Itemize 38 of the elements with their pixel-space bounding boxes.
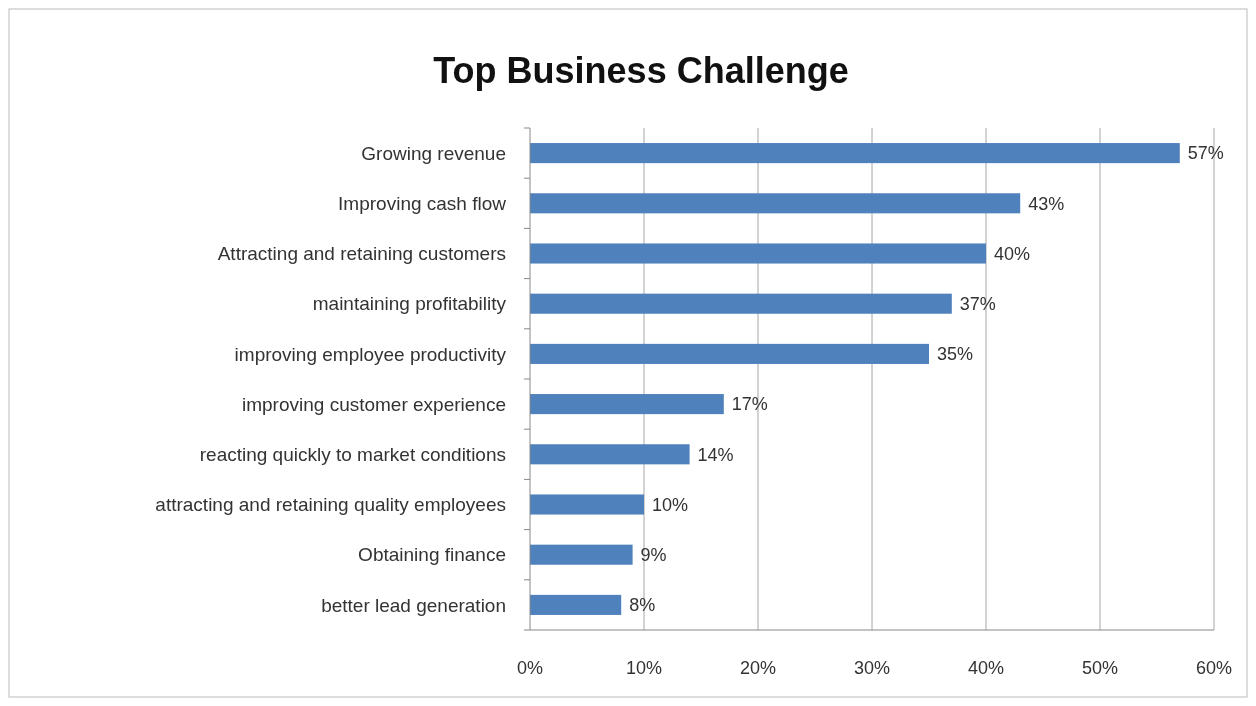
y-tick-label: Improving cash flow bbox=[338, 192, 507, 214]
x-tick-label: 30% bbox=[853, 658, 891, 678]
bar bbox=[530, 494, 644, 515]
bar bbox=[530, 193, 1021, 214]
bar bbox=[530, 143, 1180, 164]
y-tick-label: reacting quickly to market conditions bbox=[199, 443, 506, 465]
data-label: 8% bbox=[629, 595, 656, 616]
x-tick-label: 20% bbox=[739, 658, 777, 678]
bar bbox=[530, 243, 986, 264]
x-tick-label: 0% bbox=[516, 658, 544, 678]
data-label: 57% bbox=[1187, 143, 1224, 164]
bar bbox=[530, 394, 724, 415]
y-tick-label: better lead generation bbox=[321, 594, 506, 616]
bar bbox=[530, 293, 952, 314]
y-tick-label: Attracting and retaining customers bbox=[217, 243, 506, 265]
data-label: 9% bbox=[640, 545, 667, 565]
data-label: 43% bbox=[1028, 193, 1065, 214]
data-label: 14% bbox=[697, 444, 734, 465]
y-tick-label: Obtaining finance bbox=[358, 544, 506, 566]
data-label: 17% bbox=[731, 394, 768, 415]
y-tick-label: maintaining profitability bbox=[312, 293, 507, 315]
bar bbox=[530, 444, 690, 465]
x-tick-label: 60% bbox=[1195, 658, 1233, 678]
x-tick-label: 50% bbox=[1081, 658, 1119, 678]
y-tick-label: improving customer experience bbox=[241, 393, 506, 415]
data-label: 35% bbox=[937, 344, 974, 365]
x-tick-label: 40% bbox=[967, 658, 1005, 678]
data-label: 40% bbox=[994, 243, 1031, 264]
bar bbox=[530, 343, 929, 364]
y-tick-label: attracting and retaining quality employees bbox=[155, 494, 506, 516]
x-tick-label: 10% bbox=[625, 658, 663, 678]
bar bbox=[530, 544, 633, 565]
data-label: 37% bbox=[959, 294, 996, 314]
bar bbox=[530, 594, 622, 615]
chart-title: Top Business Challenge bbox=[433, 50, 849, 91]
y-tick-label: Growing revenue bbox=[361, 142, 506, 164]
data-label: 10% bbox=[652, 494, 689, 515]
y-tick-label: improving employee productivity bbox=[234, 343, 507, 365]
